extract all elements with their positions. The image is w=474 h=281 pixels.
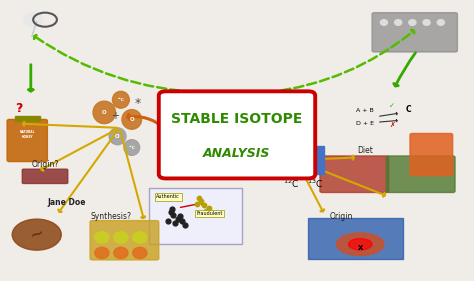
Ellipse shape — [124, 140, 140, 155]
Ellipse shape — [95, 247, 109, 259]
Ellipse shape — [109, 128, 126, 145]
Ellipse shape — [114, 232, 128, 243]
Text: O: O — [115, 134, 120, 139]
FancyBboxPatch shape — [159, 91, 315, 178]
Text: X: X — [357, 245, 363, 251]
Ellipse shape — [133, 247, 147, 259]
Text: Jane Doe: Jane Doe — [47, 198, 86, 207]
Point — [198, 199, 205, 203]
Bar — [149, 188, 242, 244]
Text: Fraudulent: Fraudulent — [197, 211, 223, 216]
Text: O: O — [129, 117, 134, 122]
Text: O: O — [102, 110, 107, 115]
Ellipse shape — [112, 91, 129, 108]
FancyBboxPatch shape — [386, 156, 455, 192]
Text: Synthesis?: Synthesis? — [91, 212, 132, 221]
Point — [168, 206, 175, 211]
Ellipse shape — [348, 239, 372, 250]
Text: ¹³C: ¹³C — [118, 98, 124, 102]
Text: *: * — [134, 98, 141, 110]
Ellipse shape — [122, 110, 142, 129]
Text: Diet: Diet — [357, 146, 373, 155]
Text: ¹³C: ¹³C — [128, 146, 135, 149]
Point — [181, 223, 189, 227]
Ellipse shape — [409, 20, 416, 25]
Point — [176, 214, 184, 219]
Text: STABLE ISOTOPE: STABLE ISOTOPE — [171, 112, 303, 126]
Text: C: C — [405, 105, 411, 114]
Text: ✗: ✗ — [389, 122, 394, 128]
Ellipse shape — [423, 20, 430, 25]
FancyBboxPatch shape — [410, 133, 453, 176]
Ellipse shape — [437, 20, 445, 25]
Ellipse shape — [380, 20, 387, 25]
Ellipse shape — [93, 101, 116, 124]
Text: ✓: ✓ — [389, 103, 394, 109]
Ellipse shape — [114, 247, 128, 259]
Point — [172, 221, 179, 226]
Bar — [308, 218, 403, 259]
Text: NATURAL
HONEY: NATURAL HONEY — [19, 130, 35, 139]
Text: $^{13}$C: $^{13}$C — [307, 178, 323, 190]
Point — [193, 201, 201, 206]
Text: Authentic: Authentic — [156, 194, 180, 199]
Ellipse shape — [12, 219, 61, 250]
FancyBboxPatch shape — [90, 221, 159, 260]
Point — [179, 218, 186, 223]
FancyBboxPatch shape — [372, 13, 457, 52]
Text: D + E: D + E — [356, 121, 374, 126]
Bar — [306, 146, 324, 174]
FancyBboxPatch shape — [7, 119, 47, 162]
Ellipse shape — [133, 232, 147, 243]
Text: Origin: Origin — [329, 212, 353, 221]
Text: /: / — [31, 20, 37, 39]
Ellipse shape — [394, 20, 402, 25]
Bar — [282, 100, 300, 174]
FancyBboxPatch shape — [320, 156, 389, 192]
Text: Origin?: Origin? — [31, 160, 59, 169]
Point — [205, 206, 212, 210]
Text: +: + — [111, 111, 119, 121]
Text: ?: ? — [15, 102, 23, 115]
Point — [202, 209, 210, 213]
Point — [167, 210, 174, 214]
Text: A + B: A + B — [356, 108, 373, 114]
Ellipse shape — [337, 233, 384, 255]
Point — [200, 203, 208, 207]
Text: ANALYSIS: ANALYSIS — [203, 147, 271, 160]
Text: ~: ~ — [27, 224, 46, 246]
Ellipse shape — [95, 232, 109, 243]
Point — [195, 196, 203, 200]
Point — [164, 218, 172, 223]
Ellipse shape — [24, 13, 43, 27]
Text: $^{12}$C: $^{12}$C — [283, 178, 299, 190]
Bar — [15, 116, 40, 121]
Point — [174, 217, 182, 221]
Point — [169, 213, 177, 217]
FancyBboxPatch shape — [22, 169, 68, 183]
